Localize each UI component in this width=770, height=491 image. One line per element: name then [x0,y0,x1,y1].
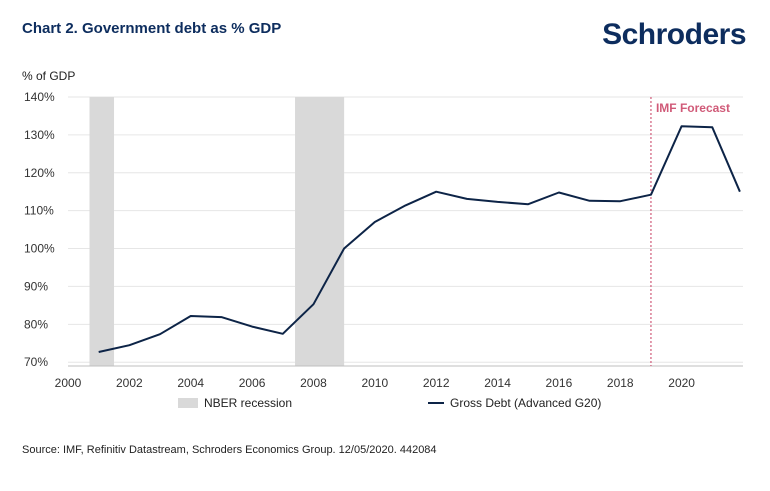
y-tick-label: 110% [24,204,54,218]
x-tick-label: 2002 [116,376,143,390]
series-lines [98,125,741,353]
recession-band [295,97,345,366]
x-tick-label: 2018 [607,376,634,390]
y-tick-labels: 70% 80% 90% 100% 110% 120% 130% 140% [24,90,55,369]
x-tick-label: 2010 [361,376,388,390]
legend-item-gross-debt: Gross Debt (Advanced G20) [428,396,601,410]
forecast-marker: IMF Forecast [650,97,730,366]
legend-label-recession: NBER recession [204,396,293,410]
legend-item-recession: NBER recession [178,396,292,410]
x-tick-label: 2016 [546,376,573,390]
x-tick-label: 2004 [177,376,204,390]
x-tick-label: 2014 [484,376,511,390]
y-tick-label: 70% [24,355,48,369]
y-tick-label: 140% [24,90,55,104]
y-tick-label: 100% [24,242,55,256]
recession-swatch [178,398,198,408]
schroders-logo: Schroders [602,18,746,51]
y-tick-label: 90% [24,279,48,293]
x-tick-label: 2012 [423,376,450,390]
x-tick-labels: 2000 2002 2004 2006 2008 2010 2012 2014 2016 2018… [55,376,696,390]
x-tick-label: 2008 [300,376,327,390]
forecast-label: IMF Forecast [656,101,730,115]
source-note: Source: IMF, Refinitiv Datastream, Schro… [22,444,437,456]
recession-band [89,97,115,366]
chart-title: Chart 2. Government debt as % GDP [22,20,282,37]
y-tick-label: 130% [24,128,55,142]
gridlines [68,96,743,363]
x-tick-label: 2000 [55,376,82,390]
recession-bands [89,97,345,366]
line-swatch [428,402,444,404]
x-tick-label: 2020 [668,376,695,390]
series-line-gross-debt [98,125,741,353]
y-tick-label: 120% [24,166,55,180]
y-tick-label: 80% [24,317,48,331]
y-axis-label: % of GDP [22,69,76,83]
legend-label-gross-debt: Gross Debt (Advanced G20) [450,396,602,410]
x-tick-label: 2006 [239,376,266,390]
